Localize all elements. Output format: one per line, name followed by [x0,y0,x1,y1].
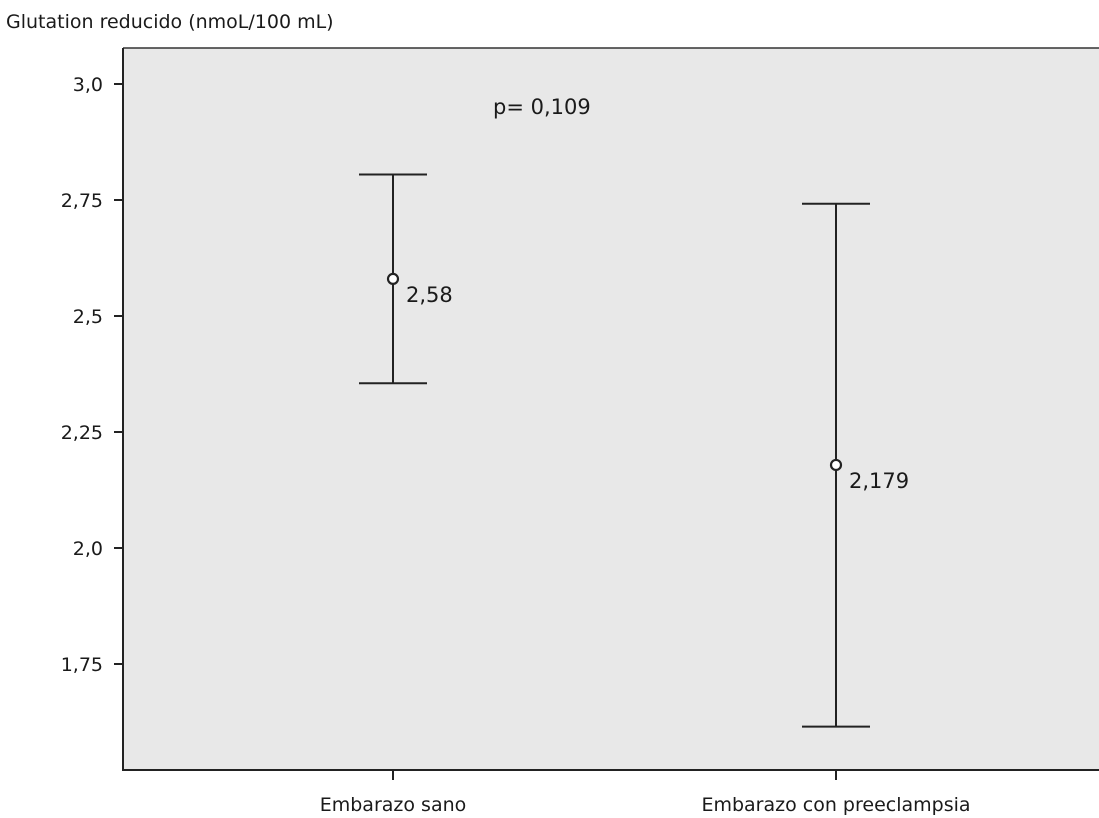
y-tick-label: 3,0 [73,74,103,96]
y-tick-label: 2,0 [73,538,103,560]
y-axis-title: Glutation reducido (nmoL/100 mL) [6,11,334,33]
y-tick-label: 2,75 [61,190,103,212]
x-category-label: Embarazo sano [320,794,467,816]
x-category-label: Embarazo con preeclampsia [701,794,970,816]
mean-marker [386,272,400,285]
mean-value-label: 2,179 [849,469,909,493]
plot-area [123,48,1099,770]
y-tick-label: 2,5 [73,306,103,328]
y-tick-label: 1,75 [61,654,103,676]
y-tick-label: 2,25 [61,422,103,444]
mean-marker [829,458,843,472]
mean-value-label: 2,58 [406,283,453,307]
p-value-annotation: p= 0,109 [493,95,591,119]
chart-marks: 3,0 2,75 2,5 2,25 2,0 1,75 Embarazo sano Embara… [61,74,971,816]
